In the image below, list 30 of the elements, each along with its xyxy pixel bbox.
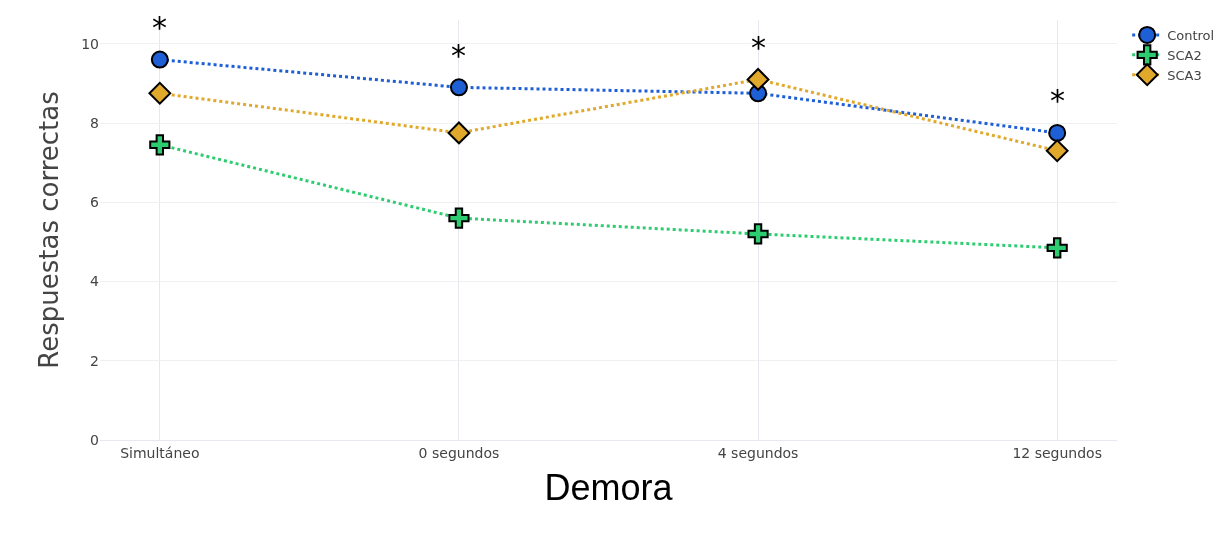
x-tick-label: 12 segundos (1012, 444, 1102, 461)
annotation: * (451, 38, 466, 73)
y-axis-title: Respuestas correctas (33, 91, 64, 369)
point (447, 121, 471, 145)
point (449, 78, 468, 97)
y-tick-label: 4 (90, 273, 100, 290)
point (149, 134, 171, 156)
y-tick-label: 0 (90, 431, 99, 448)
point (150, 50, 169, 69)
point (1045, 139, 1069, 163)
y-tick-label: 10 (81, 35, 99, 52)
x-tick-label: 0 segundos (418, 444, 500, 461)
point (448, 207, 470, 229)
point (1046, 237, 1068, 259)
y-tick-label: 6 (90, 194, 100, 211)
point (747, 223, 769, 245)
annotation: * (1050, 83, 1065, 118)
x-tick-label: 4 segundos (717, 444, 799, 461)
legend-label: Control (1167, 28, 1215, 44)
x-axis-title: Demora (544, 467, 674, 509)
point (746, 68, 770, 91)
annotation: * (152, 10, 167, 45)
y-tick-label: 8 (90, 114, 99, 131)
legend-label: SCA2 (1167, 47, 1202, 63)
annotation: * (751, 30, 766, 65)
y-tick-label: 2 (90, 352, 99, 369)
point (1048, 123, 1067, 142)
x-tick-label: Simultáneo (120, 444, 200, 461)
point (148, 81, 172, 105)
legend-label: SCA3 (1167, 67, 1202, 83)
